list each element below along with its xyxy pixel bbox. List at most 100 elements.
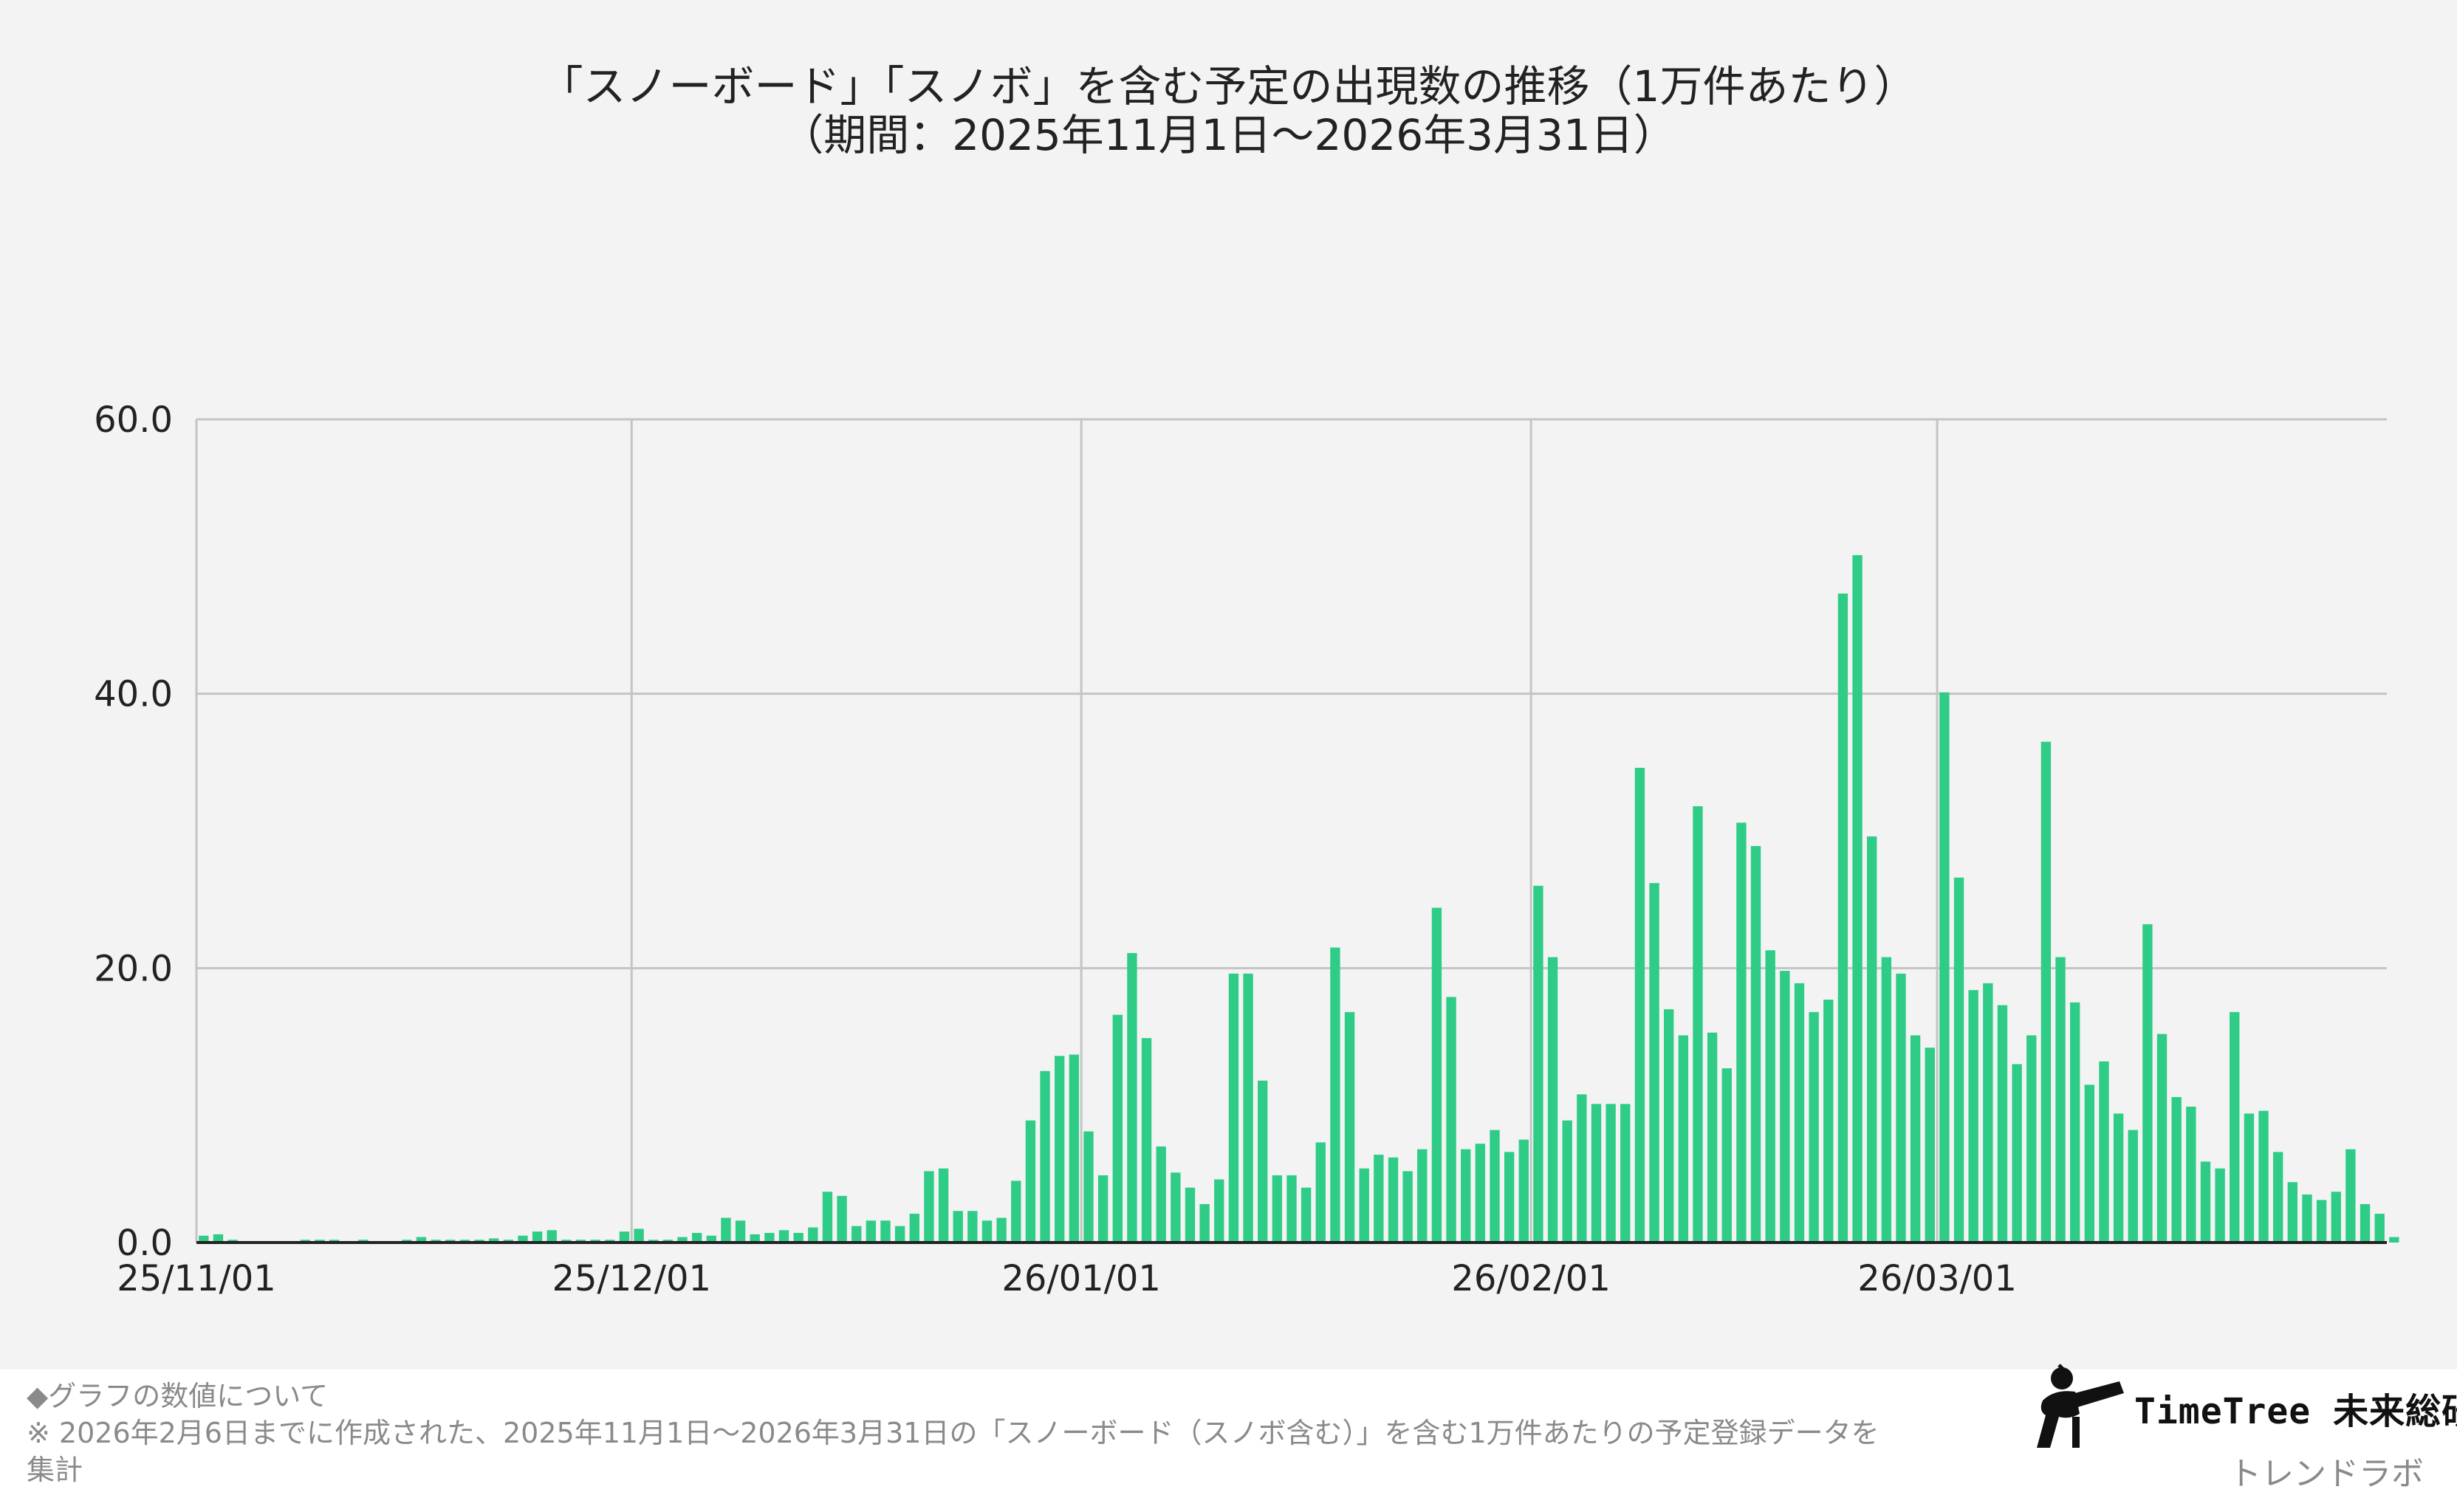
bar [1591, 1104, 1602, 1243]
bar [2244, 1113, 2255, 1243]
bar [1852, 554, 1863, 1243]
bar [2374, 1213, 2385, 1243]
bar [2171, 1097, 2182, 1243]
bar [677, 1237, 688, 1243]
bar [1750, 845, 1761, 1243]
bar [822, 1192, 833, 1243]
bar [1156, 1146, 1166, 1243]
bar [1664, 1009, 1674, 1243]
bar [1634, 768, 1645, 1243]
bar [735, 1220, 746, 1243]
bar [1025, 1120, 1036, 1243]
bar [721, 1217, 731, 1243]
bar [1127, 952, 1137, 1243]
bar [1881, 957, 1892, 1243]
bar [1562, 1120, 1572, 1243]
bar [1707, 1032, 1718, 1243]
bar [1606, 1104, 1616, 1243]
bar [1461, 1149, 1471, 1243]
bar [1402, 1171, 1413, 1243]
bar [2200, 1161, 2211, 1243]
bar [1258, 1080, 1268, 1243]
bar [213, 1234, 224, 1243]
bar [1011, 1181, 1021, 1243]
bar-chart: 0.0 20.0 40.0 60.0 25/11/01 25/12/01 26/01/01 2… [94, 399, 2399, 1299]
bar [996, 1217, 1007, 1243]
bar [2345, 1149, 2356, 1243]
x-tick-label: 26/02/01 [1451, 1258, 1611, 1299]
bar [1243, 973, 1253, 1243]
bar [1968, 990, 1978, 1243]
x-tick-label: 26/03/01 [1857, 1258, 2017, 1299]
bar [953, 1211, 963, 1243]
bar [2099, 1061, 2109, 1243]
chart-title: 「スノーボード」「スノボ」を含む予定の出現数の推移（1万件あたり） [540, 61, 1917, 111]
bar [1809, 1011, 1819, 1243]
bar [1301, 1187, 1312, 1243]
bar [1837, 594, 1848, 1243]
bar [416, 1237, 427, 1243]
bar [1983, 983, 1993, 1243]
bar [1678, 1035, 1689, 1243]
bar [1185, 1187, 1196, 1243]
bar [1649, 883, 1659, 1243]
bars-layer [199, 554, 2399, 1243]
y-tick-label: 0.0 [117, 1223, 173, 1264]
bar [2186, 1107, 2196, 1243]
bar [1055, 1056, 1065, 1243]
x-tick-label: 25/11/01 [117, 1258, 276, 1299]
y-tick-label: 20.0 [94, 948, 173, 989]
bar [808, 1227, 818, 1243]
bar [2360, 1203, 2371, 1243]
bar [1344, 1011, 1355, 1243]
bar [2055, 957, 2066, 1243]
bar [924, 1171, 934, 1243]
bar [1272, 1175, 1283, 1243]
bar [2287, 1182, 2298, 1243]
bar [1504, 1152, 1515, 1243]
bar [1547, 957, 1558, 1243]
bar [1069, 1054, 1080, 1243]
bar [1953, 877, 1964, 1243]
bar [1533, 885, 1543, 1243]
bar [2113, 1113, 2124, 1243]
bar [2331, 1192, 2341, 1243]
bar [1765, 950, 1775, 1243]
bar [1896, 973, 1906, 1243]
bar [1083, 1131, 1094, 1243]
bar [1112, 1014, 1123, 1243]
bar [2070, 1002, 2080, 1243]
chart-subtitle: （期間：2025年11月1日〜2026年3月31日） [781, 110, 1676, 160]
bar [793, 1232, 803, 1243]
bar [1997, 1005, 2008, 1243]
bar [967, 1211, 978, 1243]
bar [2316, 1200, 2327, 1243]
footnote-line-1: ※ 2026年2月6日までに作成された、2025年11月1日〜2026年3月31… [27, 1417, 1879, 1449]
bar [1867, 836, 1877, 1243]
bar [750, 1234, 760, 1243]
bar [880, 1220, 891, 1243]
bar [1286, 1175, 1297, 1243]
bar [1330, 947, 1340, 1243]
bar [1721, 1068, 1732, 1243]
bar [2258, 1110, 2269, 1243]
bar [518, 1235, 528, 1243]
bar [1518, 1139, 1529, 1243]
bar [866, 1220, 877, 1243]
y-tick-label: 40.0 [94, 674, 173, 715]
bar [894, 1226, 905, 1243]
bar [1620, 1104, 1631, 1243]
bar [1910, 1035, 1921, 1243]
bar [2128, 1130, 2138, 1243]
bar [1228, 973, 1239, 1243]
bar [1780, 971, 1790, 1243]
bar [1939, 692, 1950, 1243]
bar [851, 1226, 862, 1243]
bar [1431, 907, 1442, 1243]
bar [2040, 741, 2052, 1243]
bar [2012, 1064, 2022, 1243]
bar [1388, 1157, 1399, 1243]
y-tick-label: 60.0 [94, 399, 173, 441]
grid-layer [195, 418, 2387, 1243]
telescope-person-logo-icon [2037, 1364, 2124, 1448]
